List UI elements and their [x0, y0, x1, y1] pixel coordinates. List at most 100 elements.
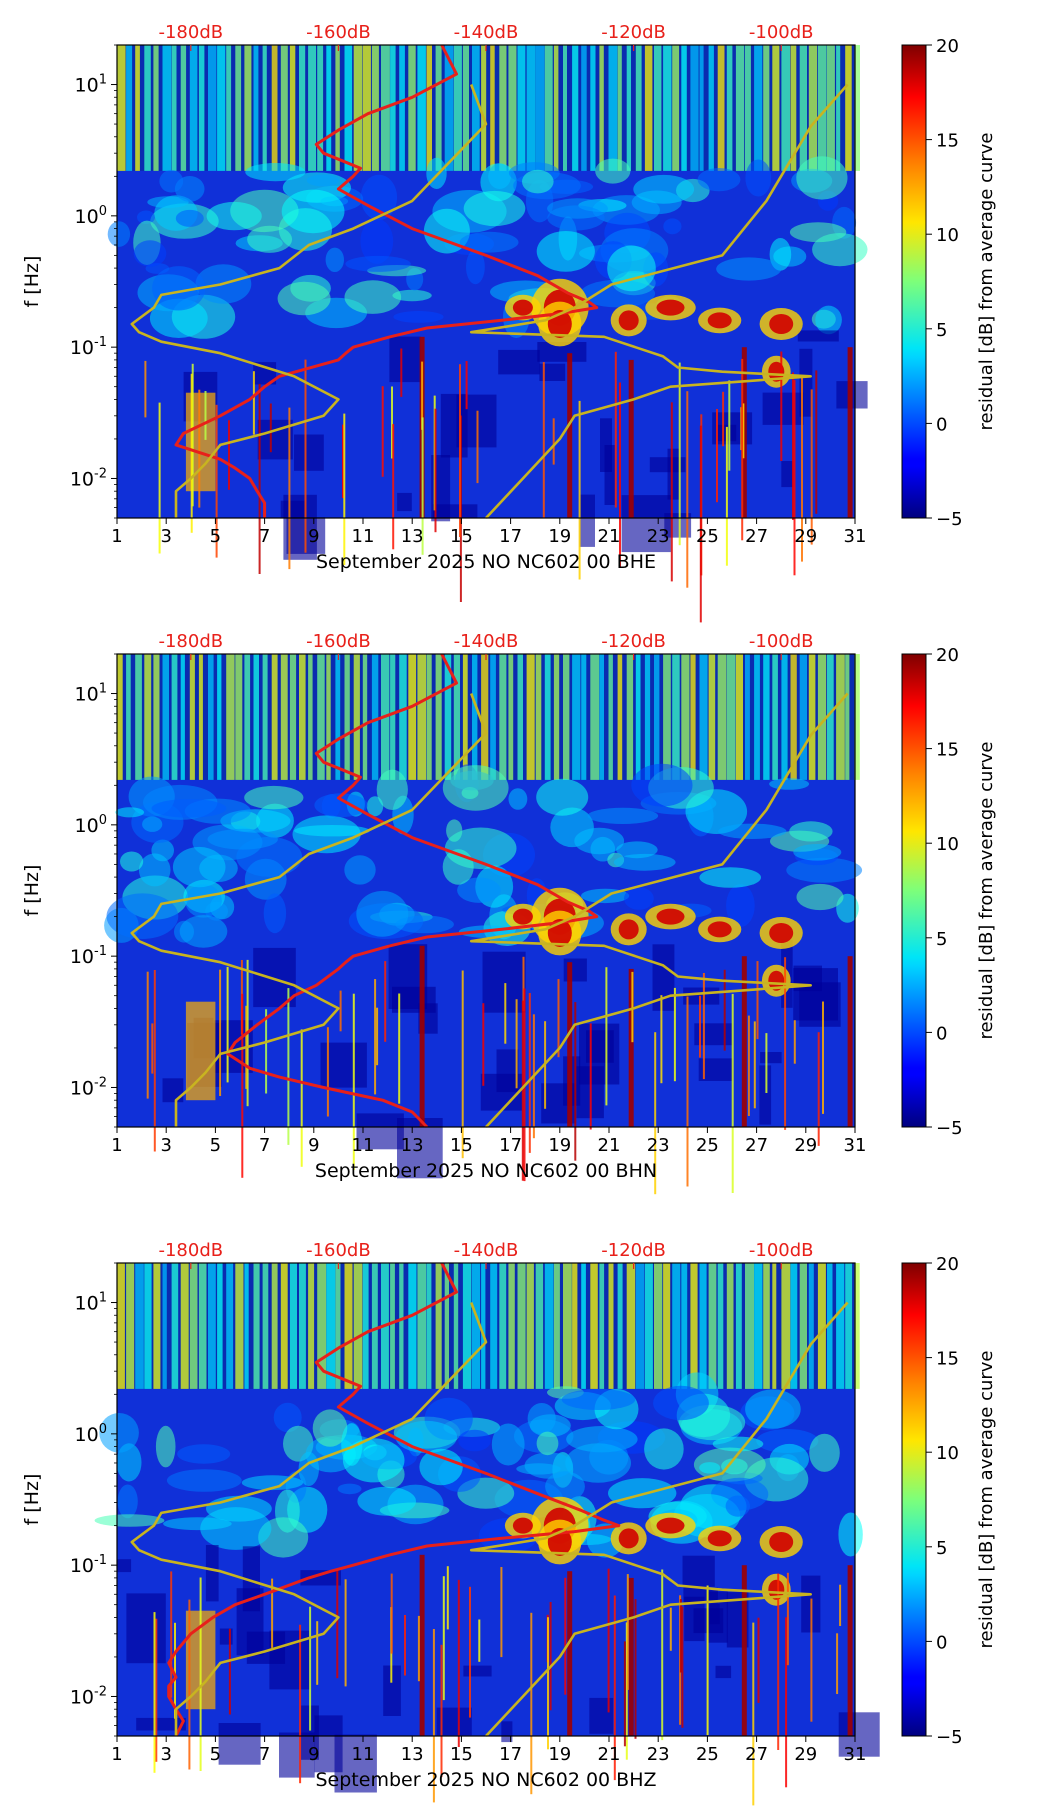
heatmap-stripe [754, 1263, 763, 1389]
heatmap-transient [699, 425, 702, 623]
heatmap-event-line [419, 945, 425, 1127]
heatmap-blob [613, 853, 676, 871]
heatmap-transient [578, 400, 581, 580]
y-tick-label: 100 [75, 204, 107, 228]
heatmap-dark-patch [218, 1723, 261, 1765]
heatmap-stripe [808, 654, 816, 780]
heatmap-dark-patch [334, 1734, 377, 1793]
heatmap-stripe [781, 654, 788, 780]
heatmap-blob [179, 915, 228, 948]
heatmap-dark-patch [682, 1555, 715, 1587]
heatmap-lowfreq-event [185, 392, 216, 492]
heatmap-dark-patch [440, 393, 468, 458]
heatmap-stripe [444, 654, 452, 780]
heatmap-blob [337, 1483, 362, 1495]
x-tick-label: 15 [450, 1135, 473, 1156]
heatmap-stripe [836, 45, 841, 171]
x-tick-label: 27 [745, 1744, 768, 1765]
heatmap-stripe [317, 654, 325, 780]
y-tick-label: 101 [75, 682, 107, 706]
heatmap-stripe [253, 45, 259, 171]
heatmap-stripe [535, 654, 542, 780]
heatmap-transient [654, 1032, 657, 1195]
heatmap-blob [587, 807, 659, 825]
x-tick-label: 21 [598, 1135, 621, 1156]
heatmap-stripe [581, 654, 587, 780]
heatmap-transient [728, 380, 731, 471]
heatmap-transient [673, 987, 676, 1082]
heatmap-transient [228, 1628, 231, 1715]
heatmap-dark-patch [579, 494, 595, 547]
heatmap-blob [138, 853, 171, 887]
heatmap-hotspot [707, 312, 732, 329]
heatmap-transient [722, 391, 725, 447]
heatmap-transient [434, 408, 437, 533]
heatmap-event-line [847, 956, 853, 1127]
heatmap-hotspot [707, 1530, 732, 1547]
noise-model-curve-yellow [130, 692, 849, 1128]
heatmap-transient [398, 993, 401, 1104]
heatmap-stripe [499, 45, 507, 171]
heatmap-stripe [135, 654, 142, 780]
heatmap-stripe [162, 654, 169, 780]
heatmap-blob [247, 225, 293, 253]
heatmap-blob [631, 763, 693, 807]
heatmap-event-line [628, 1577, 634, 1736]
heatmap-blob [574, 827, 625, 855]
heatmap-dark-patch [432, 504, 478, 519]
heatmap-transient [522, 956, 525, 1011]
heatmap-stripe [845, 45, 852, 171]
heatmap-stripe [435, 1263, 442, 1389]
heatmap-dark-patch [797, 330, 839, 342]
heatmap-stripe [371, 1263, 378, 1389]
heatmap-hotspot [707, 921, 732, 938]
heatmap-stripe [626, 45, 631, 171]
heatmap-transient [343, 413, 346, 566]
heatmap-blob [721, 1458, 748, 1475]
heatmap-blob [344, 855, 376, 885]
heatmap-stripe [599, 45, 604, 171]
heatmap-transient [822, 1001, 824, 1114]
heatmap-transient [810, 1598, 813, 1722]
heatmap-stripe [754, 45, 763, 171]
heatmap-transient [634, 1599, 637, 1739]
heatmap-hotspot [769, 1532, 794, 1552]
heatmap-stripe [353, 1263, 363, 1389]
colorbar-label: residual [dB] from average curve [976, 132, 997, 430]
heatmap-dark-patch [356, 1113, 404, 1150]
heatmap-dark-patch [482, 951, 526, 1013]
heatmap-stripe [399, 654, 407, 780]
heatmap-stripe [526, 45, 536, 171]
heatmap-dark-patch [698, 1058, 734, 1081]
heatmap-stripe [499, 654, 507, 780]
heatmap-transient [469, 1586, 471, 1718]
colorbar-tick-label: 15 [936, 740, 959, 761]
heatmap-dark-patch [300, 1570, 341, 1586]
x-tick-label: 5 [210, 526, 221, 547]
heatmap-stripe [608, 1263, 614, 1389]
heatmap-stripe [490, 654, 496, 780]
heatmap-event-line [628, 359, 634, 518]
heatmap-stripe [390, 45, 396, 171]
heatmap-stripe [335, 654, 341, 780]
heatmap-transient [716, 409, 718, 503]
heatmap-blob [357, 1486, 417, 1516]
top-db-tick-label: -140dB [454, 1240, 519, 1261]
heatmap-transient [482, 1003, 485, 1086]
colorbar: −5 0 5 10 15 20 residual [dB] from average cur… [901, 36, 997, 530]
heatmap-transient [686, 391, 689, 588]
heatmap-stripe [599, 1263, 605, 1389]
heatmap-transient [442, 1576, 445, 1701]
colorbar: −5 0 5 10 15 20 residual [dB] from average cur… [901, 1254, 997, 1748]
heatmap-blob [117, 1484, 138, 1519]
heatmap-stripe [135, 45, 140, 171]
x-tick-label: 1 [111, 526, 122, 547]
heatmap-stripe [171, 1263, 179, 1389]
heatmap-stripe [817, 1263, 826, 1389]
colorbar-label: residual [dB] from average curve [976, 741, 997, 1039]
heatmap-stripe [317, 1263, 327, 1389]
heatmap-stripe [126, 654, 131, 780]
heatmap-stripe [153, 45, 159, 171]
heatmap-transient [780, 351, 783, 461]
heatmap-transient [784, 957, 787, 1130]
